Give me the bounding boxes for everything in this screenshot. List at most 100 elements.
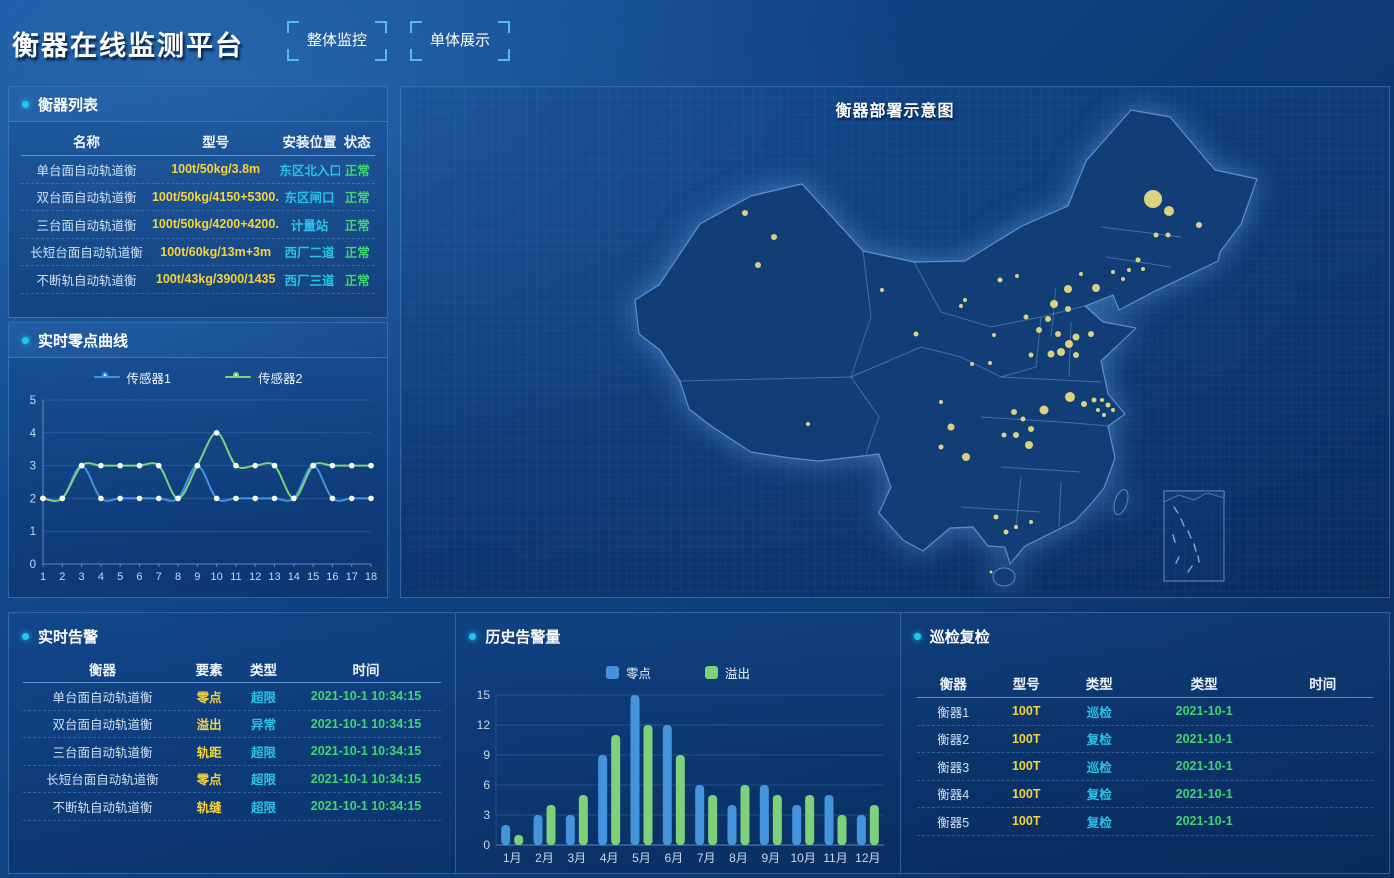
table-row: 衡器3 100T 巡检 2021-10-1: [916, 753, 1374, 781]
table-cell: 巡检: [1086, 705, 1112, 720]
map-point: [988, 361, 992, 365]
table-cell: 超限: [251, 690, 277, 705]
map-point: [1003, 529, 1009, 535]
alarms-table: 衡器 要素 类型 时间 单台面自动轨道衡 零点 超限 2021-10-1 10:34:15 双台…: [9, 653, 455, 821]
table-cell: 零点: [196, 690, 222, 705]
table-cell: 正常: [344, 218, 370, 233]
table-cell: 正常: [344, 163, 370, 178]
panel-header: 实时零点曲线: [9, 323, 387, 358]
line-series: [40, 462, 374, 502]
table-row: 三台面自动轨道衡 100t/50kg/4200+4200... 计量站 正常: [21, 211, 375, 239]
table-cell: 衡器3: [937, 760, 970, 775]
table-cell: 复检: [1086, 788, 1112, 803]
map-point: [1065, 340, 1073, 348]
panel-title: 衡器列表: [38, 96, 99, 114]
column-header: 状态: [343, 134, 371, 150]
map-point: [806, 422, 810, 426]
svg-text:0: 0: [30, 559, 36, 571]
svg-text:8: 8: [175, 571, 181, 583]
map-point: [1072, 333, 1080, 341]
tab-overall-monitor[interactable]: 整体监控: [287, 21, 387, 61]
legend-item[interactable]: 零点: [606, 663, 651, 682]
table-cell: 100t/60kg/13m+3m: [160, 244, 272, 259]
svg-text:9: 9: [484, 748, 491, 762]
header: 衡器在线监测平台 整体监控 单体展示: [0, 0, 1394, 80]
panel-title: 巡检复检: [929, 628, 990, 646]
table-cell: 2021-10-1: [1175, 786, 1233, 801]
page-title: 衡器在线监测平台: [12, 31, 244, 61]
table-cell: 100T: [1011, 814, 1041, 829]
map-point: [1001, 432, 1007, 438]
china-outline: [634, 109, 1258, 565]
map-point: [1100, 398, 1104, 402]
svg-text:1月: 1月: [503, 851, 522, 865]
history-bar-chart: 0 3 6 9 12 15 1月 2月 3月 4月 5月 6月 7月 8月 9月 10月 11月 12月: [477, 688, 885, 865]
map-point: [989, 570, 993, 574]
table-cell: 三台面自动轨道衡: [36, 218, 137, 233]
map-point: [1064, 285, 1072, 293]
panel-title: 实时零点曲线: [38, 332, 129, 350]
column-header: 衡器: [88, 662, 116, 678]
table-cell: 100t/50kg/4200+4200...: [151, 217, 280, 232]
table-cell: 100t/43kg/3900/1435: [155, 272, 276, 287]
table-cell: 2021-10-1 10:34:15: [310, 689, 422, 704]
svg-text:9月: 9月: [762, 851, 781, 865]
tab-single-display[interactable]: 单体展示: [410, 21, 510, 61]
line-series: [40, 430, 374, 502]
svg-text:5月: 5月: [633, 851, 652, 865]
zero-curve-legend: 传感器1 传感器2: [9, 362, 387, 392]
column-header: 时间: [1309, 677, 1337, 692]
table-cell: 三台面自动轨道衡: [52, 745, 153, 760]
column-header: 时间: [352, 662, 380, 678]
panel-title: 历史告警量: [485, 628, 561, 646]
legend-item[interactable]: 溢出: [705, 663, 750, 682]
map-point: [1023, 314, 1029, 320]
svg-text:8月: 8月: [730, 851, 749, 865]
svg-text:10月: 10月: [791, 851, 816, 865]
table-cell: 100T: [1011, 786, 1041, 801]
column-header: 类型: [250, 662, 278, 678]
svg-text:2月: 2月: [536, 851, 555, 865]
panel-inspection: 巡检复检 衡器 型号 类型 类型 时间 衡器1 100T 巡检 2021-10-1 衡器2 100T…: [899, 613, 1389, 873]
column-header: 安装位置: [282, 134, 337, 150]
svg-text:17: 17: [346, 571, 358, 583]
china-map: [634, 109, 1258, 587]
svg-text:15: 15: [477, 688, 491, 702]
panel-header: 衡器列表: [9, 87, 387, 122]
table-cell: 计量站: [290, 218, 329, 233]
svg-text:15: 15: [307, 571, 319, 583]
map-point: [1011, 409, 1017, 415]
map-points: [742, 190, 1202, 574]
map-point: [1055, 331, 1061, 337]
table-cell: 100T: [1011, 759, 1041, 774]
table-header-row: 衡器 型号 类型 类型 时间: [916, 669, 1374, 698]
table-cell: 西厂三道: [284, 273, 335, 288]
map-point: [1039, 405, 1049, 415]
map-point: [939, 400, 943, 404]
legend-item[interactable]: 传感器1: [93, 368, 171, 387]
hainan-island: [992, 567, 1016, 587]
table-cell: 正常: [344, 191, 370, 206]
map-point: [1111, 408, 1115, 412]
inspection-table: 衡器 型号 类型 类型 时间 衡器1 100T 巡检 2021-10-1 衡器2 100T 复检 202…: [901, 653, 1389, 836]
table-cell: 超限: [251, 773, 277, 788]
panel-header: 历史告警量: [456, 619, 899, 653]
svg-text:9: 9: [194, 571, 200, 583]
svg-text:1: 1: [30, 526, 36, 538]
table-cell: 不断轨自动轨道衡: [36, 273, 137, 288]
map-point: [1102, 413, 1106, 417]
taiwan-island: [1113, 488, 1129, 516]
map-point: [1092, 284, 1100, 292]
legend-item[interactable]: 传感器2: [225, 368, 302, 387]
map-title: 衡器部署示意图: [835, 103, 955, 120]
table-row: 单台面自动轨道衡 零点 超限 2021-10-1 10:34:15: [23, 683, 442, 711]
table-cell: 2021-10-1 10:34:15: [310, 744, 422, 759]
bar-series: [514, 725, 880, 845]
bullet-icon: [22, 336, 29, 344]
table-cell: 超限: [251, 745, 277, 760]
svg-text:11月: 11月: [824, 851, 848, 865]
history-bar-legend: 零点 溢出: [456, 657, 899, 687]
map-point: [997, 277, 1003, 283]
panel-bottom-row: 实时告警 衡器 要素 类型 时间 单台面自动轨道衡 零点 超限 2021-10-1 10:34…: [8, 612, 1390, 874]
table-cell: 2021-10-1 10:34:15: [310, 799, 422, 814]
